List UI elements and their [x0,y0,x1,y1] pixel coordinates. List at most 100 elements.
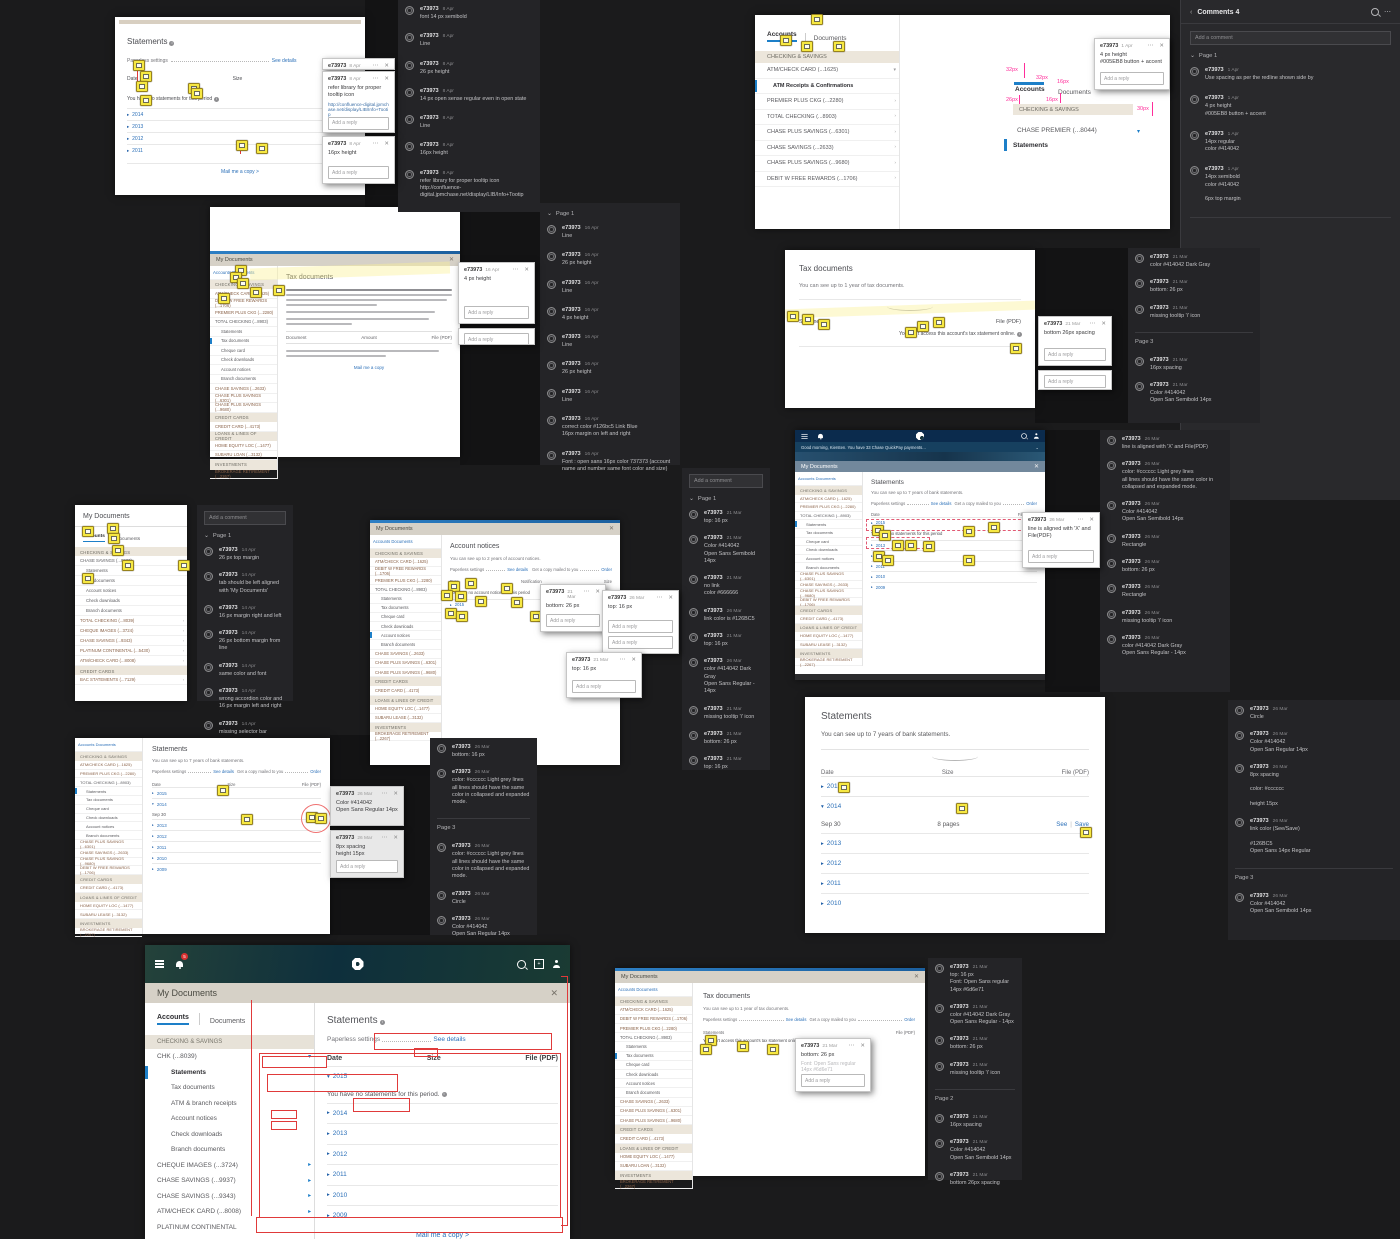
sidebar-item[interactable]: Statements [795,520,862,529]
sidebar-item[interactable]: SUBARU LOAN (...3132) [615,1162,692,1172]
comment-popup[interactable]: e73973 8 Apr ⋯ ✕ 16px height Add a reply [322,136,395,184]
see-details-link[interactable]: See details [213,769,234,774]
chase-logo[interactable] [916,432,924,440]
sidebar-item[interactable]: Tax documents [370,604,441,613]
comment[interactable]: e73973 8 Apr refer library for proper too… [405,169,533,200]
sidebar-item[interactable]: Check downloads [171,1130,223,1138]
more-icon[interactable]: ⋯ [372,63,379,69]
comment[interactable]: e73973 26 Mar bottom: 26 px [1107,559,1223,574]
sidebar-item[interactable]: SUBARU LOAN (...3132) [210,451,277,460]
comment-pin-icon[interactable] [905,327,917,338]
mail-me-a-copy-link[interactable]: Mail me a copy [353,364,385,370]
tabs[interactable]: Accounts Documents [795,472,862,486]
more-icon[interactable]: ⋯ [1077,517,1084,523]
comment-pin-icon[interactable] [136,81,148,92]
year-row[interactable]: ▸ 2013 [127,120,353,132]
year-row[interactable]: ▸2012 [821,853,1089,873]
comment[interactable]: Page 3 e73973 [1135,330,1253,347]
sidebar-item[interactable]: Cheque card [75,805,142,814]
sidebar-item[interactable]: ATM & branch receipts [171,1099,237,1107]
sidebar-item[interactable]: DEBIT W FREE REWARDS (...1706) [210,298,277,308]
see-details-link[interactable]: See details [507,566,528,572]
sidebar-item[interactable]: CHECKING & SAVINGS [370,548,441,558]
sidebar-item[interactable]: DEBIT W FREE REWARDS (...1706) [795,597,862,607]
more-icon[interactable]: ⋯ [619,657,626,663]
sidebar-item[interactable]: CREDIT CARD (...4173) [370,686,441,696]
comment-pin-icon[interactable] [511,597,523,608]
year-row[interactable]: ▸2012 [871,550,1037,561]
comment[interactable]: e73973 21 Mar top: 16 px [689,510,763,525]
sidebar-item[interactable]: Statements [145,1065,314,1081]
comment[interactable]: e73973 14 Apr missing selector bar [204,720,286,736]
year-row[interactable]: ▸ 2014 [127,108,353,120]
order-link[interactable]: Order [1026,501,1038,506]
comment-pin-icon[interactable] [963,526,975,537]
year-row[interactable]: ▸ 2013 [871,539,1037,551]
close-icon[interactable]: ✕ [1033,464,1039,470]
sidebar-item[interactable]: CHASE PLUS SAVINGS (...9680) [370,668,441,678]
comment-popup[interactable]: e73973 26 Mar ⋯ ✕ 8px spacing height 15p… [330,830,404,878]
sidebar-item[interactable]: TOTAL CHECKING (...8903) › [755,110,899,125]
tabs[interactable]: Accounts Documents [615,983,692,997]
year-row-expanded[interactable]: ▾ 2014 [821,796,1089,816]
sidebar-item[interactable]: PLATINUM CONTINENTAL [157,1223,237,1231]
sidebar-item[interactable]: CHEQUE IMAGES (...3724) › [75,626,187,636]
comment[interactable]: e73973 8 Apr 14 px open sense regular eve… [405,87,533,103]
comment[interactable]: e73973 1 Apr Use spacing as per the redli… [1190,67,1391,82]
comment[interactable]: e73973 21 Mar Color #414042 Open San Semi… [1135,382,1253,405]
comment[interactable]: e73973 26 Mar line is aligned with 'X' an… [1107,436,1223,451]
comment-pin-icon[interactable] [988,522,1000,533]
year-row[interactable]: ▸ 2013 [821,833,1089,853]
comment-pin-icon[interactable] [250,287,262,298]
sidebar-item[interactable]: Branch documents [370,640,441,650]
more-icon[interactable]: ⋯ [372,141,379,147]
comment-popup[interactable]: e73973 21 Mar ⋯ ✕ bottom: 26 px Add a re… [540,584,606,632]
reply-input[interactable]: Add a reply [608,636,673,649]
comment-pin-icon[interactable] [700,1044,712,1055]
comment[interactable]: e73973 21 Mar top: 16 px [689,756,763,771]
sidebar-item[interactable]: DEBIT W FREE REWARDS (...1706) [615,1015,692,1025]
tabs[interactable]: Accounts Documents [370,535,441,549]
year-row[interactable]: ▸ 2014 [327,1102,558,1124]
sidebar-item[interactable]: Account notices [615,1079,692,1089]
comment-pin-icon[interactable] [838,782,850,793]
sidebar-item[interactable]: Statements [370,594,441,604]
year-row[interactable]: ▸ 2011 [327,1164,558,1185]
comment[interactable]: e73973 8 Apr Line [405,115,533,130]
close-icon[interactable]: ✕ [524,267,529,273]
sidebar-item[interactable]: CREDIT CARDS [615,1125,692,1135]
year-row[interactable]: ▸ 2015 [871,517,1037,528]
comment-pin-icon[interactable] [818,319,830,330]
sidebar-item[interactable]: Cheque card [615,1061,692,1070]
close-icon[interactable]: ✕ [384,63,389,69]
close-icon[interactable]: ✕ [913,974,919,980]
collapse-chevron[interactable] [887,302,933,311]
comment-pin-icon[interactable] [917,321,929,332]
comment[interactable]: e73973 14 Apr 26 px top margin [204,547,286,562]
close-icon[interactable]: ✕ [1101,321,1106,327]
sidebar-item[interactable]: TOTAL CHECKING (...8903) [370,585,441,595]
comment[interactable]: e73973 1 Apr 14px semibold color #414042 … [1190,166,1391,203]
more-icon[interactable]: ⋯ [848,1043,855,1049]
sidebar-item[interactable]: ATM/CHECK CARD (...1625) [210,289,277,299]
comment-pin-icon[interactable] [811,14,823,25]
sidebar-item[interactable]: Check downloads [210,356,277,365]
sidebar-item[interactable]: CREDIT CARDS [75,875,142,884]
comment[interactable]: e73973 26 Mar Rectangle [1107,584,1223,599]
sidebar-item[interactable]: CHASE SAVINGS (...9343) › [75,636,187,646]
comment-pin-icon[interactable] [441,590,453,601]
comment-popup[interactable]: e73973 8 Apr ⋯ ✕ refer library for prope… [322,71,395,133]
comment[interactable]: e73973 26 Mar link color is #126BC5 [689,607,763,623]
mail-me-a-copy-link[interactable]: Mail me a copy > [415,1231,470,1239]
sidebar-item[interactable]: PLATINUM CONTINENTAL (...5430) › [75,646,187,656]
comment-pin-icon[interactable] [882,555,894,566]
profile-icon[interactable] [1033,433,1039,439]
comment-pin-icon[interactable] [112,545,124,556]
tab-accounts[interactable]: Accounts [83,534,105,542]
close-icon[interactable]: ✕ [448,257,454,263]
reply-input[interactable]: Add a reply [464,306,529,319]
comment[interactable]: e73973 8 Apr 26 px height [405,60,533,76]
comment[interactable]: Page 3 e73973 [437,816,530,833]
sidebar-item[interactable]: HOME EQUITY LOC (...1477) [210,441,277,451]
close-icon[interactable]: ✕ [860,1043,865,1049]
